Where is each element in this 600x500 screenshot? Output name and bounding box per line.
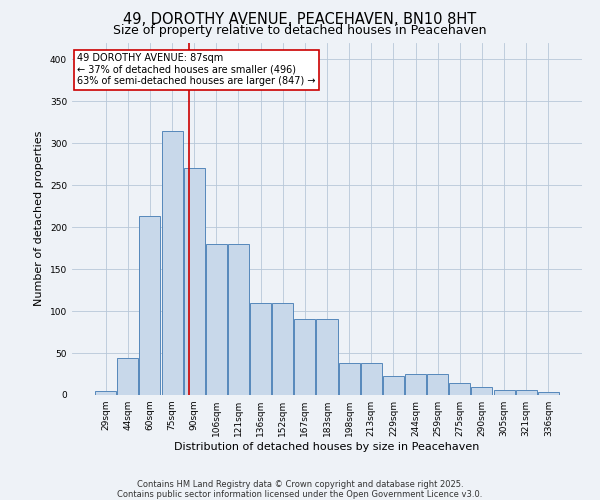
- Bar: [228, 244, 249, 395]
- Text: 49 DOROTHY AVENUE: 87sqm
← 37% of detached houses are smaller (496)
63% of semi-: 49 DOROTHY AVENUE: 87sqm ← 37% of detach…: [77, 53, 316, 86]
- Bar: [383, 376, 404, 395]
- Bar: [272, 302, 293, 395]
- Bar: [206, 244, 227, 395]
- Bar: [316, 320, 338, 395]
- Text: Contains public sector information licensed under the Open Government Licence v3: Contains public sector information licen…: [118, 490, 482, 499]
- Bar: [449, 383, 470, 395]
- Bar: [250, 302, 271, 395]
- Bar: [494, 390, 515, 395]
- Text: Size of property relative to detached houses in Peacehaven: Size of property relative to detached ho…: [113, 24, 487, 37]
- Bar: [538, 392, 559, 395]
- Bar: [161, 130, 182, 395]
- Bar: [295, 320, 316, 395]
- Bar: [95, 391, 116, 395]
- Text: Contains HM Land Registry data © Crown copyright and database right 2025.: Contains HM Land Registry data © Crown c…: [137, 480, 463, 489]
- Bar: [184, 168, 205, 395]
- Bar: [139, 216, 160, 395]
- X-axis label: Distribution of detached houses by size in Peacehaven: Distribution of detached houses by size …: [175, 442, 479, 452]
- Bar: [472, 386, 493, 395]
- Bar: [427, 374, 448, 395]
- Text: 49, DOROTHY AVENUE, PEACEHAVEN, BN10 8HT: 49, DOROTHY AVENUE, PEACEHAVEN, BN10 8HT: [124, 12, 476, 26]
- Bar: [361, 363, 382, 395]
- Bar: [118, 358, 139, 395]
- Bar: [338, 363, 359, 395]
- Bar: [515, 390, 536, 395]
- Bar: [405, 374, 426, 395]
- Y-axis label: Number of detached properties: Number of detached properties: [34, 131, 44, 306]
